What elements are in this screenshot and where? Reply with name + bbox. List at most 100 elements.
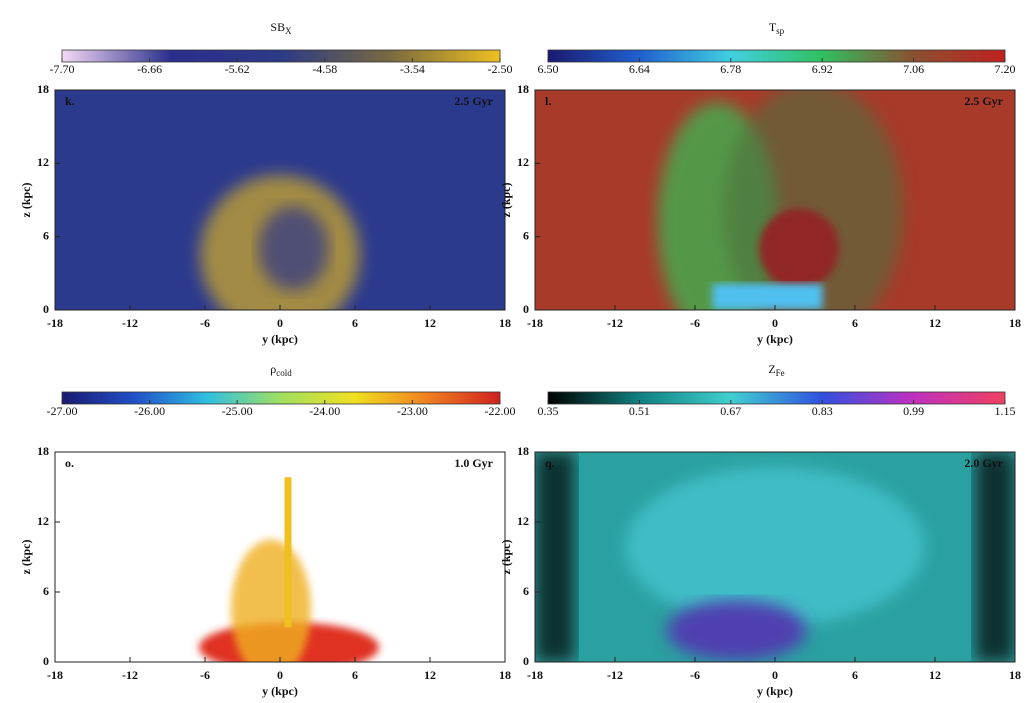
colorbar-tick-label: 1.15 [995, 404, 1016, 418]
panel-label: o. [65, 456, 74, 470]
y-axis-label: z (kpc) [499, 540, 513, 575]
colorbar-title: SBX [270, 20, 292, 36]
x-tick-label: 12 [929, 668, 941, 682]
y-tick-label: 6 [523, 228, 529, 242]
y-tick-label: 6 [43, 228, 49, 242]
clump [231, 540, 311, 680]
x-tick-label: 0 [772, 668, 778, 682]
x-tick-label: 18 [499, 316, 511, 330]
bubble [259, 206, 329, 290]
figure: SBX-7.70-6.66-5.62-4.58-3.54-2.50k.2.5 G… [0, 0, 1027, 698]
x-tick-label: 18 [1009, 316, 1021, 330]
colorbar-tick-label: -22.00 [485, 404, 516, 418]
y-tick-label: 0 [43, 302, 49, 316]
stream [285, 477, 292, 627]
colorbar-tick-label: 0.67 [720, 404, 741, 418]
colorbar-tick-label: 6.50 [538, 62, 559, 76]
x-tick-label: 6 [352, 316, 358, 330]
colorbar-tick-label: -7.70 [50, 62, 75, 76]
panel-label: k. [65, 94, 75, 108]
x-tick-label: -6 [690, 668, 700, 682]
y-tick-label: 18 [517, 444, 529, 458]
x-tick-label: 6 [352, 668, 358, 682]
y-tick-label: 12 [517, 155, 529, 169]
x-tick-label: -12 [122, 668, 138, 682]
x-tick-label: -18 [47, 668, 63, 682]
colorbar-tick-label: -2.50 [488, 62, 513, 76]
colorbar-tick-label: -27.00 [47, 404, 78, 418]
bubble [667, 601, 807, 661]
panel-label: l. [545, 94, 551, 108]
colorbar-title: ρcold [270, 362, 292, 378]
base [713, 284, 823, 310]
colorbar-tick-label: 7.20 [995, 62, 1016, 76]
x-axis-label: y (kpc) [262, 684, 298, 698]
x-tick-label: 0 [772, 316, 778, 330]
x-tick-label: -6 [200, 316, 210, 330]
y-tick-label: 0 [523, 654, 529, 668]
colorbar [62, 50, 500, 62]
field-image [55, 90, 505, 335]
y-tick-label: 18 [37, 82, 49, 96]
colorbar-tick-label: 6.92 [812, 62, 833, 76]
y-tick-label: 12 [517, 514, 529, 528]
colorbar-tick-label: 6.78 [720, 62, 741, 76]
y-tick-label: 12 [37, 514, 49, 528]
panel: SBX-7.70-6.66-5.62-4.58-3.54-2.50k.2.5 G… [19, 20, 513, 346]
colorbar-tick-label: -23.00 [397, 404, 428, 418]
colorbar-tick-label: -6.66 [137, 62, 162, 76]
title-sub: cold [276, 368, 292, 378]
colorbar-tick-label: 0.51 [629, 404, 650, 418]
x-tick-label: 6 [852, 316, 858, 330]
edge [535, 452, 575, 662]
field-image [535, 452, 1015, 662]
x-axis-label: y (kpc) [757, 332, 793, 346]
colorbar-tick-label: -26.00 [134, 404, 165, 418]
colorbar-title: Tsp [769, 20, 785, 36]
x-tick-label: -18 [527, 316, 543, 330]
x-tick-label: -6 [200, 668, 210, 682]
x-tick-label: 18 [499, 668, 511, 682]
time-label: 2.0 Gyr [964, 456, 1003, 470]
x-tick-label: 6 [852, 668, 858, 682]
time-label: 1.0 Gyr [454, 456, 493, 470]
x-axis-label: y (kpc) [757, 684, 793, 698]
colorbar-tick-label: 6.64 [629, 62, 650, 76]
title-sub: X [285, 26, 292, 36]
title-sub: Fe [776, 368, 785, 378]
title-main: Z [768, 362, 775, 376]
panel-label: q. [545, 456, 555, 470]
y-tick-label: 0 [523, 302, 529, 316]
y-tick-label: 18 [517, 82, 529, 96]
time-label: 2.5 Gyr [454, 94, 493, 108]
x-tick-label: -18 [527, 668, 543, 682]
panel: ρcold-27.00-26.00-25.00-24.00-23.00-22.0… [19, 362, 516, 698]
colorbar-title: ZFe [768, 362, 784, 378]
bubble [759, 208, 839, 288]
x-tick-label: -12 [122, 316, 138, 330]
field-image [535, 81, 1015, 342]
x-tick-label: 0 [277, 316, 283, 330]
colorbar-tick-label: 0.99 [903, 404, 924, 418]
time-label: 2.5 Gyr [964, 94, 1003, 108]
field-image [55, 452, 505, 680]
colorbar-tick-label: 0.35 [538, 404, 559, 418]
colorbar-tick-label: 0.83 [812, 404, 833, 418]
x-tick-label: 12 [424, 668, 436, 682]
x-tick-label: -12 [607, 316, 623, 330]
x-tick-label: -18 [47, 316, 63, 330]
y-tick-label: 0 [43, 654, 49, 668]
edge [975, 452, 1015, 662]
colorbar [62, 392, 500, 404]
colorbar-tick-label: -5.62 [225, 62, 250, 76]
title-sub: sp [776, 26, 785, 36]
x-tick-label: -12 [607, 668, 623, 682]
colorbar [548, 50, 1005, 62]
x-tick-label: 12 [424, 316, 436, 330]
y-tick-label: 12 [37, 155, 49, 169]
title-main: SB [270, 20, 285, 34]
colorbar-tick-label: -24.00 [309, 404, 340, 418]
y-axis-label: z (kpc) [499, 183, 513, 218]
x-tick-label: 18 [1009, 668, 1021, 682]
